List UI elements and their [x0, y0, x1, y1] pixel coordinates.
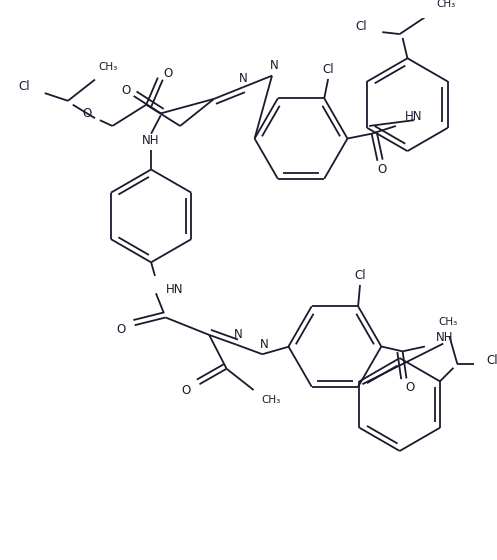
Text: CH₃: CH₃ [99, 62, 118, 72]
Text: O: O [181, 384, 191, 396]
Text: HN: HN [405, 110, 422, 123]
Text: O: O [121, 83, 131, 97]
Text: N: N [260, 338, 269, 351]
Text: N: N [234, 328, 243, 342]
Text: CH₃: CH₃ [261, 395, 281, 405]
Text: CH₃: CH₃ [438, 317, 457, 327]
Text: Cl: Cl [18, 80, 30, 93]
Text: CH₃: CH₃ [436, 0, 456, 9]
Text: Cl: Cl [354, 269, 366, 282]
Text: O: O [378, 163, 387, 176]
Text: Cl: Cl [355, 20, 367, 33]
Text: Cl: Cl [323, 63, 334, 76]
Text: O: O [83, 107, 92, 120]
Text: O: O [163, 67, 172, 80]
Text: Cl: Cl [487, 353, 497, 367]
Text: O: O [406, 381, 415, 394]
Text: NH: NH [142, 134, 160, 147]
Text: O: O [117, 323, 126, 335]
Text: N: N [239, 72, 248, 85]
Text: NH: NH [435, 332, 453, 344]
Text: HN: HN [166, 283, 183, 296]
Text: N: N [269, 59, 278, 72]
